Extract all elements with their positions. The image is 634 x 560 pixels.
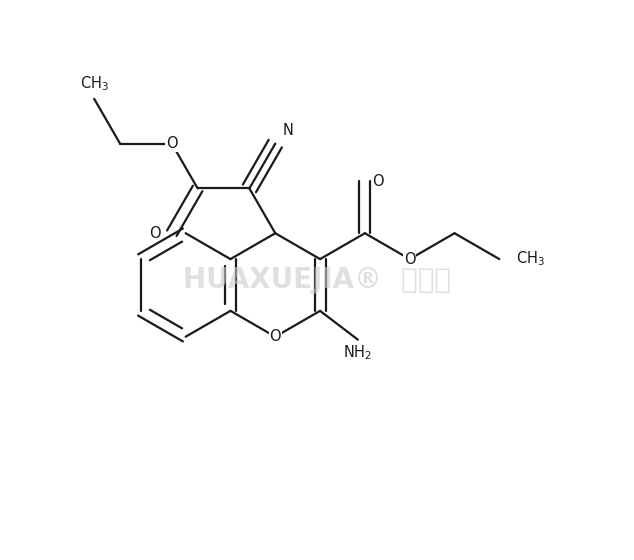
Text: CH$_3$: CH$_3$ (516, 250, 545, 268)
Text: N: N (283, 123, 294, 138)
Text: NH$_2$: NH$_2$ (344, 343, 372, 362)
Text: O: O (149, 226, 160, 241)
Text: O: O (372, 174, 384, 189)
Text: O: O (404, 251, 415, 267)
Text: CH$_3$: CH$_3$ (80, 74, 108, 93)
Text: O: O (269, 329, 281, 344)
Text: O: O (166, 136, 178, 151)
Text: HUAXUEJIA®  化学加: HUAXUEJIA® 化学加 (183, 266, 451, 294)
